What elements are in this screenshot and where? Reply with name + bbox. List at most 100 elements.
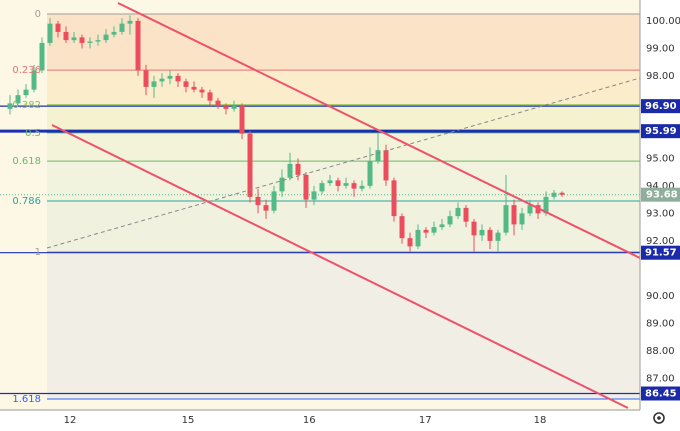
candle-body: [71, 37, 77, 41]
fib-label: 0.382: [12, 100, 41, 111]
fib-label: 1.618: [12, 394, 41, 405]
candle-body: [15, 95, 21, 104]
channel-lower: [51, 124, 629, 409]
fib-label: 0: [35, 9, 41, 20]
trend-dashed: [46, 77, 641, 249]
fib-band: [47, 70, 640, 105]
candle-body: [263, 205, 269, 211]
y-tick-label: 95.00: [646, 153, 675, 164]
fib-label: 0.5: [25, 128, 41, 139]
price-level-tag: [641, 124, 680, 139]
candle-body: [79, 37, 85, 43]
price-axis: [640, 0, 680, 431]
candle-body: [231, 106, 237, 109]
candle-body: [191, 86, 197, 90]
x-tick-label: 15: [182, 415, 195, 426]
candle-body: [423, 229, 429, 233]
y-tick-label: 94.00: [646, 181, 675, 192]
channel-upper: [117, 2, 641, 259]
candle-body: [439, 224, 445, 228]
candle-body: [487, 229, 493, 241]
y-tick-label: 99.00: [646, 43, 675, 54]
candle-body: [431, 227, 437, 233]
candle-body: [479, 229, 485, 236]
fib-band: [47, 161, 640, 202]
fib-band: [47, 14, 640, 71]
candle-body: [175, 75, 181, 82]
gear-center[interactable]: [657, 416, 661, 420]
candle-body: [39, 42, 45, 71]
fib-band: [47, 251, 640, 400]
candle-body: [279, 177, 285, 192]
candle-body: [519, 213, 525, 225]
candle-body: [287, 163, 293, 178]
fib-label: 0.618: [12, 156, 41, 167]
candle-body: [335, 180, 341, 186]
candle-body: [359, 185, 365, 189]
x-tick-label: 18: [534, 415, 547, 426]
candle-body: [447, 216, 453, 225]
fib-label: 1: [35, 247, 41, 258]
candle-body: [95, 40, 101, 42]
candle-body: [103, 34, 109, 41]
candle-body: [255, 196, 261, 206]
candle-body: [511, 205, 517, 225]
candle-body: [527, 205, 533, 214]
y-tick-label: 93.00: [646, 208, 675, 219]
candle-body: [503, 205, 509, 233]
candle-body: [119, 23, 125, 32]
candle-body: [327, 180, 333, 184]
candle-body: [367, 161, 373, 186]
candle-body: [471, 221, 477, 236]
fib-band: [47, 104, 640, 133]
candle-body: [127, 20, 133, 24]
candle-body: [303, 174, 309, 200]
candle-body: [135, 20, 141, 71]
candle-body: [55, 23, 61, 32]
candle-body: [343, 183, 349, 186]
candle-body: [111, 31, 117, 35]
last-price-label: 93.68: [646, 190, 678, 201]
y-tick-label: 89.00: [646, 318, 675, 329]
y-tick-label: 98.00: [646, 71, 675, 82]
candle-body: [63, 31, 69, 41]
gear[interactable]: [653, 412, 665, 424]
fib-label: 0.236: [12, 65, 41, 76]
candle-body: [247, 133, 253, 197]
candle-body: [167, 75, 173, 79]
candle-body: [271, 191, 277, 211]
time-axis: [0, 410, 640, 431]
candle-body: [159, 78, 165, 82]
candle-body: [399, 216, 405, 239]
x-tick-label: 12: [64, 415, 77, 426]
candle-body: [183, 81, 189, 87]
candle-body: [407, 238, 413, 247]
candle-body: [239, 106, 245, 134]
settings-icon[interactable]: [653, 412, 665, 424]
candle-body: [383, 150, 389, 181]
candle-body: [199, 89, 205, 93]
price-level-label: 95.99: [645, 126, 677, 137]
candle-body: [319, 183, 325, 192]
fib-label: 0.786: [12, 196, 41, 207]
y-tick-label: 100.00: [646, 16, 680, 27]
candle-body: [543, 196, 549, 214]
x-tick-label: 16: [303, 415, 316, 426]
candle-body: [415, 229, 421, 247]
candle-body: [391, 180, 397, 217]
y-tick-label: 87.00: [646, 373, 675, 384]
candle-body: [551, 192, 557, 197]
candle-body: [311, 191, 317, 200]
candle-body: [215, 100, 221, 107]
candle-body: [463, 207, 469, 222]
last-price-tag: [641, 187, 680, 202]
y-tick-label: 90.00: [646, 291, 675, 302]
candle-body: [223, 106, 229, 109]
fib-band: [47, 132, 640, 162]
candle-body: [455, 207, 461, 217]
candle-body: [295, 163, 301, 175]
candle-body: [207, 92, 213, 101]
candle-body: [31, 70, 37, 90]
candle-body: [151, 81, 157, 87]
